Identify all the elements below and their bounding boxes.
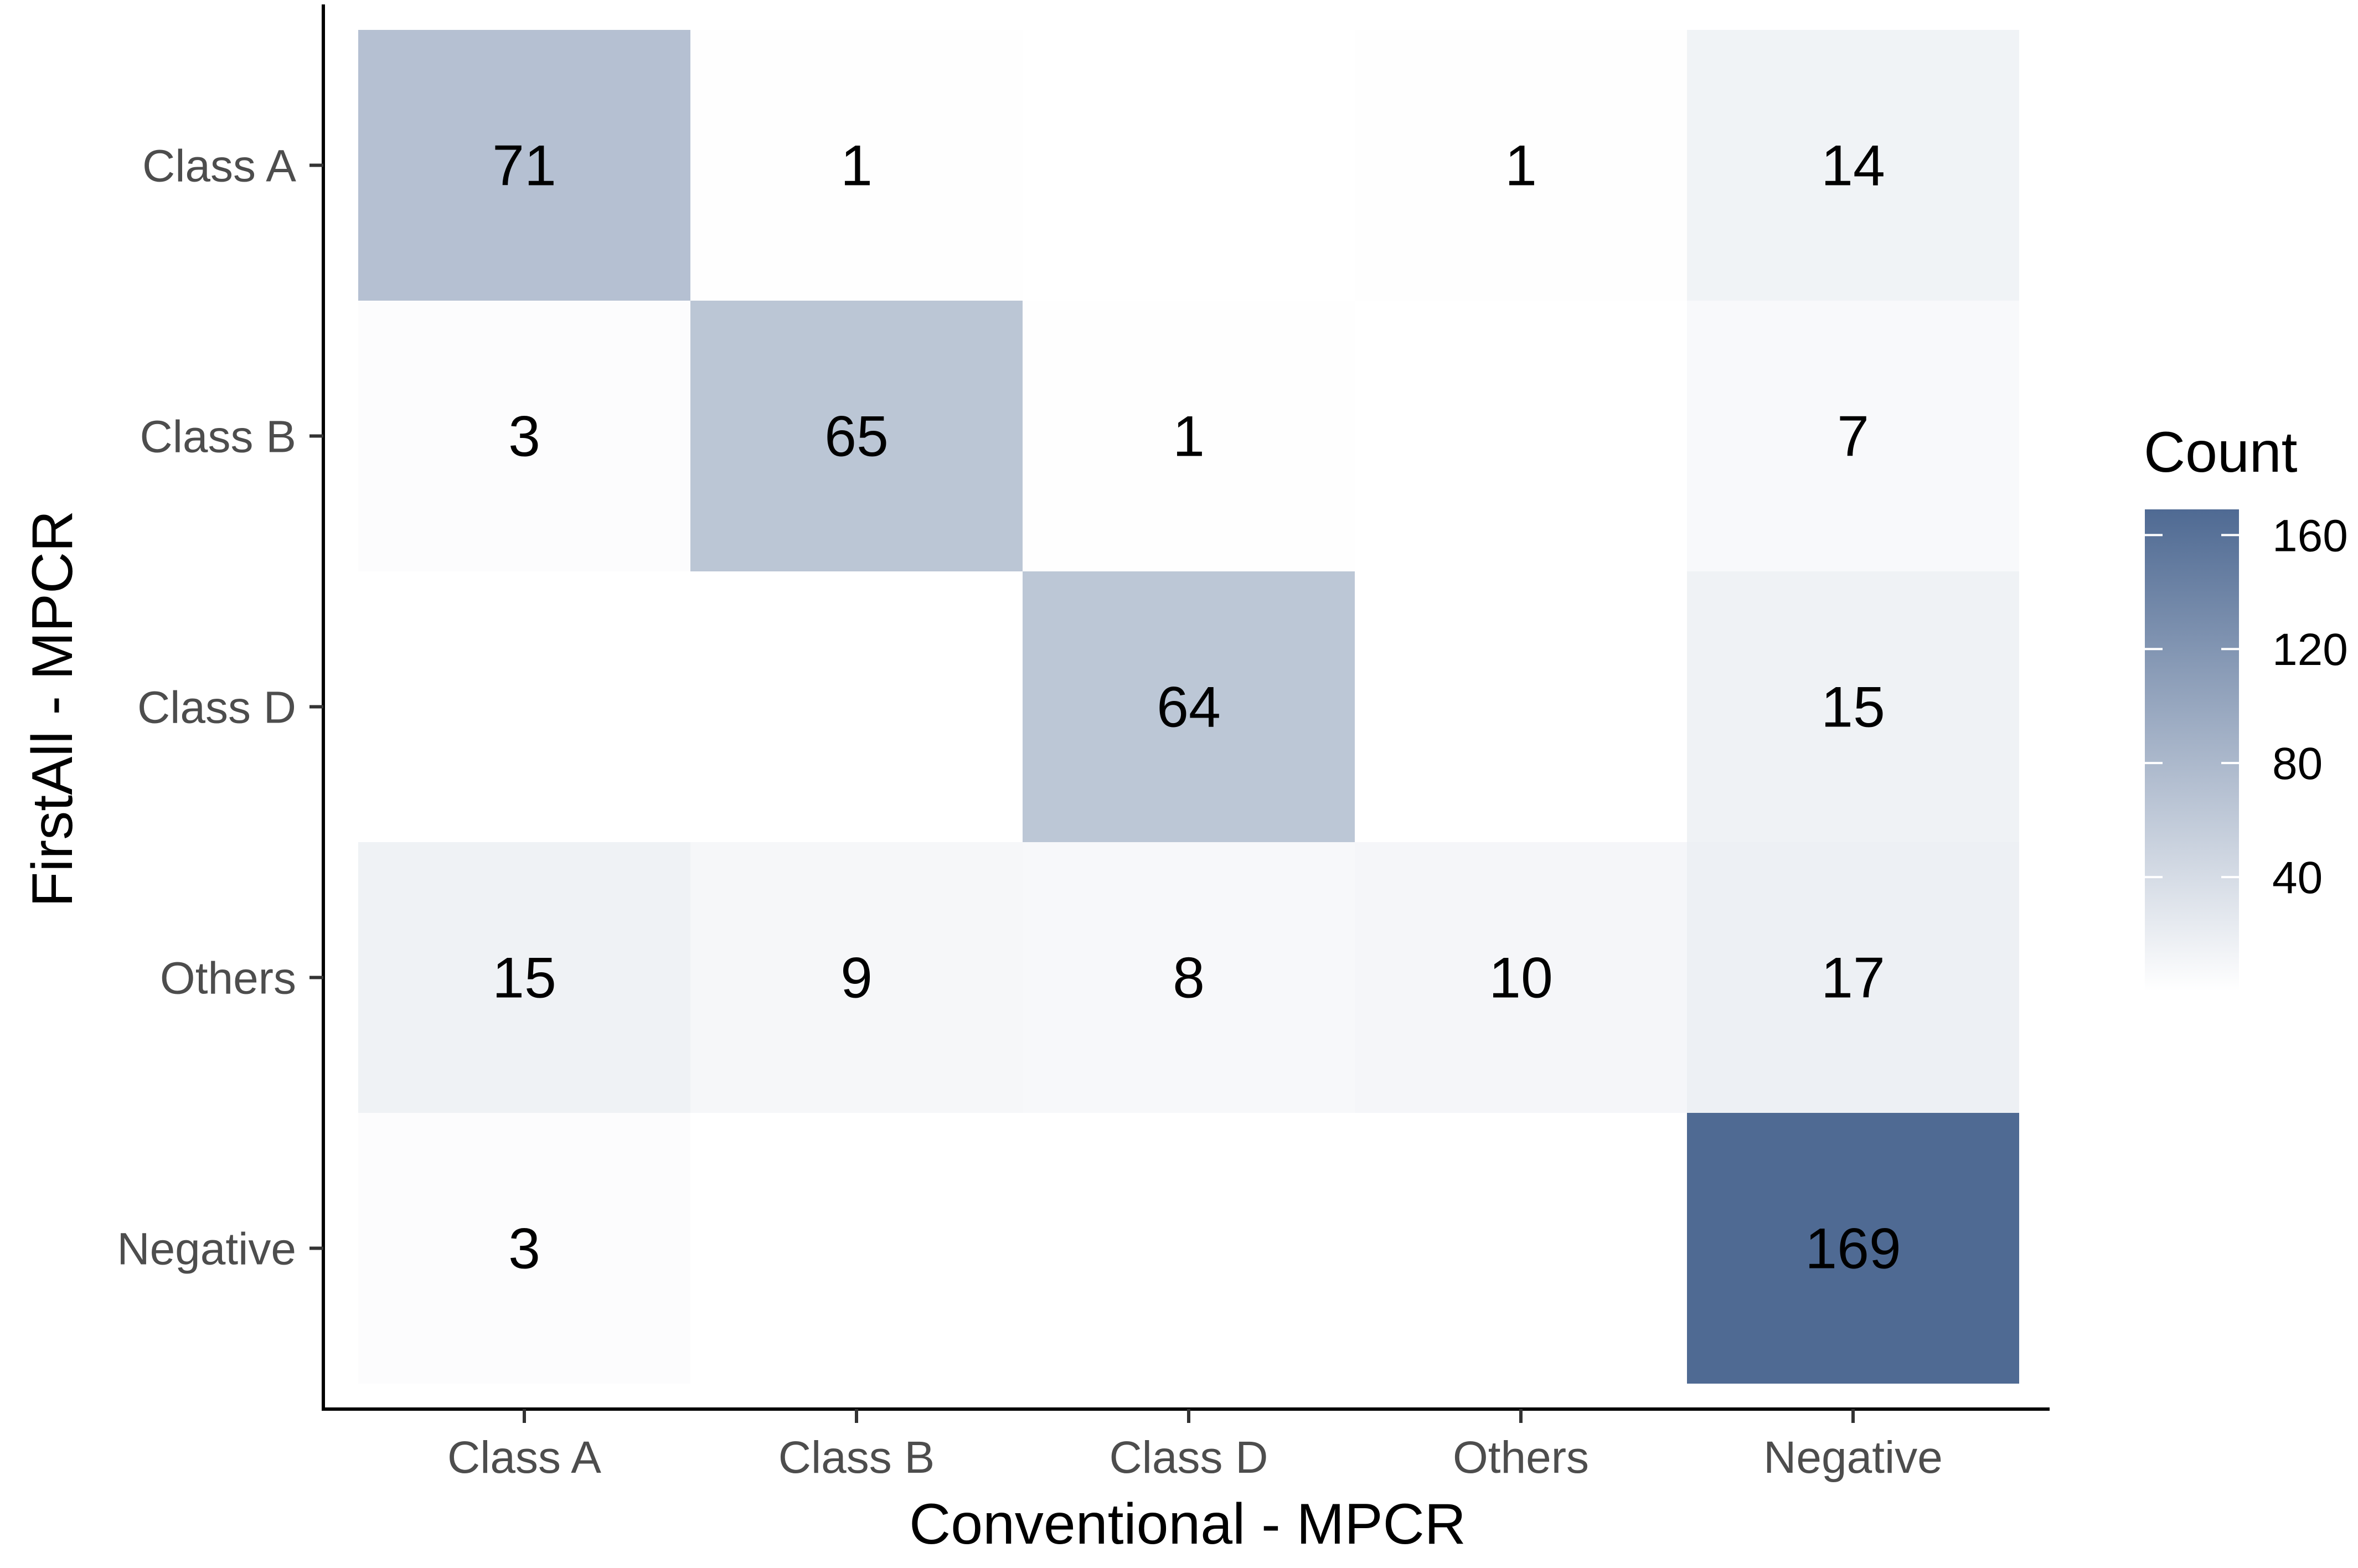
cell-value-label: 1 [840, 134, 873, 198]
cell-value-label: 1 [1173, 405, 1205, 469]
cell-value-label: 169 [1805, 1217, 1901, 1281]
legend-ticks: 40 80 120 160 [2145, 510, 2348, 903]
heatmap-cell [690, 30, 1023, 301]
y-tick-label: Others [160, 953, 296, 1004]
heatmap-cell [358, 301, 690, 571]
heatmap-cell [1687, 30, 2019, 301]
cell-value-label: 3 [508, 405, 540, 469]
cell-value-label: 3 [508, 1217, 540, 1281]
heatmap-cell [1023, 301, 1355, 571]
y-axis-ticks: Class A Class B Class D Others Negative [117, 141, 323, 1275]
y-tick-label: Class A [142, 141, 296, 192]
cell-value-label: 7 [1837, 405, 1869, 469]
cell-value-label: 10 [1489, 946, 1553, 1010]
heatmap-cell [1687, 571, 2019, 842]
y-tick-label: Class D [137, 683, 296, 733]
cell-value-label: 9 [840, 946, 873, 1010]
legend-tick-label: 160 [2272, 510, 2348, 561]
cell-value-label: 17 [1821, 946, 1885, 1010]
legend-tick-label: 120 [2272, 625, 2348, 675]
heatmap-cells [358, 30, 2019, 1384]
y-axis-title: FirstAll - MPCR [20, 510, 85, 907]
x-tick-label: Negative [1763, 1432, 1943, 1483]
heatmap-cell [1687, 301, 2019, 571]
x-tick-label: Others [1453, 1432, 1589, 1483]
heatmap-cell [1355, 30, 1687, 301]
heatmap-cell [1687, 1113, 2019, 1384]
cell-value-label: 8 [1173, 946, 1205, 1010]
cell-value-label: 65 [824, 405, 889, 469]
cell-value-label: 15 [492, 946, 556, 1010]
cell-value-label: 14 [1821, 134, 1885, 198]
heatmap-cell [358, 1113, 690, 1384]
y-tick-label: Class B [140, 412, 296, 462]
heatmap-cell [690, 842, 1023, 1113]
x-axis-ticks: Class A Class B Class D Others Negative [447, 1409, 1943, 1483]
heatmap-cell [358, 30, 690, 301]
cell-value-label: 64 [1157, 675, 1221, 740]
legend-tick-label: 40 [2272, 853, 2323, 903]
heatmap-cell [1023, 571, 1355, 842]
x-axis-title: Conventional - MPCR [909, 1492, 1466, 1556]
legend-color-bar [2145, 509, 2239, 991]
heatmap-cell [1023, 842, 1355, 1113]
cell-value-label: 71 [492, 134, 556, 198]
x-tick-label: Class A [447, 1432, 601, 1483]
x-tick-label: Class D [1109, 1432, 1268, 1483]
cell-value-label: 15 [1821, 675, 1885, 740]
x-tick-label: Class B [778, 1432, 935, 1483]
legend-title: Count [2144, 420, 2298, 484]
heatmap-cell [358, 842, 690, 1113]
y-tick-label: Negative [117, 1224, 296, 1275]
legend-tick-label: 80 [2272, 739, 2323, 789]
heatmap-cell [690, 301, 1023, 571]
color-legend: Count 40 80 120 160 [2144, 420, 2348, 991]
cell-value-label: 1 [1505, 134, 1537, 198]
heatmap-cell [1687, 842, 2019, 1113]
heatmap-cell [1355, 842, 1687, 1113]
